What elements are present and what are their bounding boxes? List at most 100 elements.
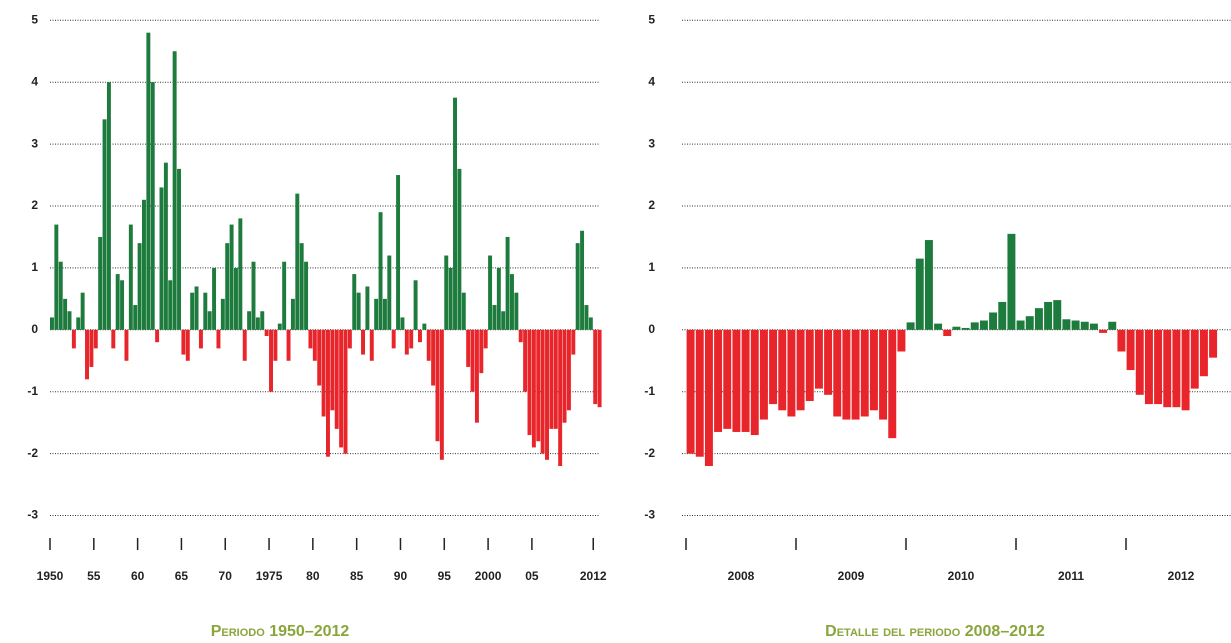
y-tick-label: 1: [648, 260, 655, 274]
bar: [98, 236, 103, 330]
bar: [229, 224, 234, 330]
x-tick-label: 2012: [580, 569, 607, 583]
x-tick-label: 1950: [37, 569, 64, 583]
bar: [304, 261, 309, 330]
bar: [347, 329, 352, 349]
bar: [505, 236, 510, 330]
bar: [330, 329, 335, 411]
y-tick-label: 3: [648, 136, 655, 150]
bar: [172, 51, 177, 330]
bar: [553, 329, 558, 429]
bar: [85, 329, 89, 380]
bar: [1117, 329, 1126, 352]
bar: [234, 267, 238, 330]
bar: [1007, 233, 1016, 330]
bar: [422, 323, 427, 330]
bar: [133, 305, 138, 330]
bar: [137, 243, 142, 330]
x-tick-label: 90: [394, 569, 408, 583]
bar: [400, 317, 405, 330]
bar: [190, 292, 195, 330]
bar: [115, 274, 120, 330]
y-tick-label: 4: [31, 74, 38, 88]
bar: [531, 329, 536, 448]
bar: [382, 298, 387, 330]
bar: [897, 329, 906, 352]
bar: [277, 323, 282, 330]
bar: [80, 292, 85, 330]
bar: [879, 329, 888, 420]
bar: [1025, 316, 1034, 330]
bar: [120, 280, 125, 330]
bar: [106, 82, 111, 330]
bar: [584, 305, 589, 330]
bar: [177, 168, 181, 330]
y-tick-label: -2: [27, 446, 38, 460]
bar: [317, 329, 322, 386]
bar: [102, 119, 107, 330]
bar: [714, 329, 723, 432]
bar: [295, 193, 300, 330]
bar: [562, 329, 567, 423]
bar: [435, 329, 440, 442]
bar: [1126, 329, 1135, 371]
bar: [906, 322, 915, 330]
y-tick-label: -1: [644, 384, 655, 398]
bar: [1199, 329, 1208, 377]
bar: [686, 329, 695, 454]
x-tick-label: 55: [87, 569, 101, 583]
bar: [378, 212, 383, 330]
x-tick-label: 65: [175, 569, 189, 583]
y-tick-label: 5: [648, 12, 655, 26]
bar: [413, 280, 418, 330]
bar: [483, 329, 488, 349]
bar: [593, 329, 598, 405]
bar: [185, 329, 190, 361]
bar: [369, 329, 374, 361]
bar: [998, 301, 1007, 330]
y-tick-label: 0: [648, 322, 655, 336]
x-tick-label: 85: [350, 569, 364, 583]
bar: [251, 261, 256, 330]
bar: [439, 329, 444, 460]
y-tick-label: 4: [648, 74, 655, 88]
bar: [1099, 329, 1108, 333]
bar: [571, 329, 576, 355]
bar: [247, 311, 252, 330]
bar: [111, 329, 116, 349]
x-tick-label: 2000: [475, 569, 502, 583]
bar: [549, 329, 554, 429]
bar: [339, 329, 344, 448]
x-tick-label: 2012: [1168, 569, 1195, 583]
bar: [915, 258, 924, 330]
bar: [492, 305, 497, 330]
bar: [146, 32, 151, 330]
bar: [470, 329, 475, 392]
y-tick-label: -2: [644, 446, 655, 460]
bar: [361, 329, 365, 355]
bar: [943, 329, 952, 336]
bar: [723, 329, 732, 429]
bar: [356, 292, 361, 330]
bar: [343, 329, 348, 454]
bar: [453, 97, 457, 330]
bar: [580, 230, 585, 330]
bar: [488, 255, 493, 330]
bar: [558, 329, 563, 466]
bar: [496, 267, 501, 330]
bar: [1108, 321, 1117, 330]
y-tick-label: -3: [27, 508, 38, 522]
bar: [1190, 329, 1199, 389]
bar: [536, 329, 541, 442]
bar: [805, 329, 814, 401]
x-tick-label: 70: [219, 569, 233, 583]
bar: [961, 327, 970, 330]
bar: [1053, 300, 1062, 330]
y-tick-label: -1: [27, 384, 38, 398]
bar: [260, 311, 265, 330]
bar: [518, 329, 523, 343]
bar: [155, 329, 160, 343]
x-tick-label: 80: [306, 569, 320, 583]
bar: [540, 329, 545, 454]
bar: [242, 329, 247, 361]
